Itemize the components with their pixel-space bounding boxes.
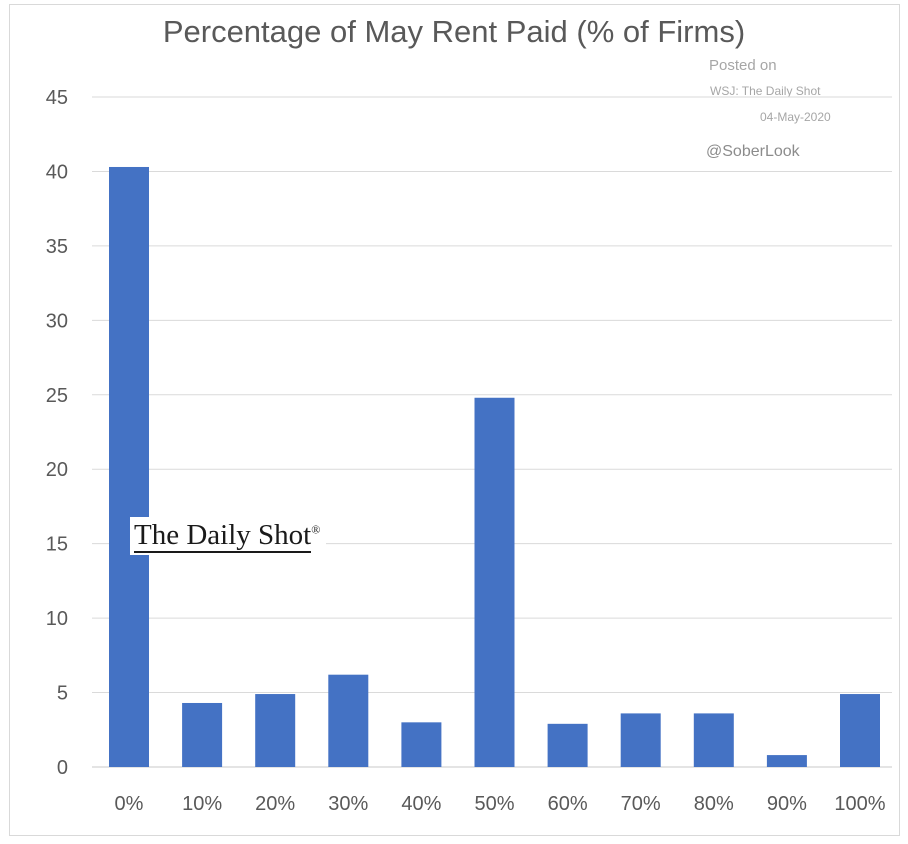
bar-20% <box>255 694 296 767</box>
chart-frame <box>9 4 900 836</box>
bar-10% <box>182 702 223 767</box>
posted-on-note: Posted on <box>709 57 777 74</box>
y-tick-label: 5 <box>57 683 68 705</box>
y-tick-label: 10 <box>46 608 68 630</box>
x-tick-label: 50% <box>474 793 514 815</box>
x-tick-label: 60% <box>548 793 588 815</box>
y-tick-label: 45 <box>46 87 68 109</box>
bar-70% <box>620 713 661 767</box>
y-tick-label: 15 <box>46 534 68 556</box>
x-tick-label: 20% <box>255 793 295 815</box>
bar-100% <box>840 694 880 767</box>
y-tick-label: 35 <box>46 236 68 258</box>
y-tick-label: 25 <box>46 385 68 407</box>
chart-title: Percentage of May Rent Paid (% of Firms) <box>162 14 746 49</box>
x-tick-label: 30% <box>328 793 368 815</box>
y-tick-label: 20 <box>46 459 68 481</box>
handle-note: @SoberLook <box>706 143 800 160</box>
bar-90% <box>766 755 807 767</box>
x-tick-label: 40% <box>401 793 441 815</box>
x-tick-label: 80% <box>694 793 734 815</box>
bar-80% <box>693 713 734 767</box>
y-tick-label: 30 <box>46 310 68 332</box>
bar-30% <box>328 674 369 767</box>
x-tick-label: 100% <box>834 793 885 815</box>
daily-shot-logo: The Daily Shot® <box>130 517 327 555</box>
x-tick-label: 70% <box>621 793 661 815</box>
x-tick-label: 10% <box>182 793 222 815</box>
x-tick-label: 90% <box>767 793 807 815</box>
bar-0% <box>109 166 149 767</box>
source-note: WSJ: The Daily Shot <box>710 84 821 98</box>
bar-50% <box>474 397 515 767</box>
bar-40% <box>401 722 442 767</box>
bar-60% <box>547 723 588 767</box>
x-tick-label: 0% <box>115 793 144 815</box>
y-tick-label: 0 <box>57 757 68 779</box>
logo-text: The Daily Shot <box>134 519 312 553</box>
date-note: 04-May-2020 <box>760 110 831 124</box>
y-tick-label: 40 <box>46 161 68 183</box>
